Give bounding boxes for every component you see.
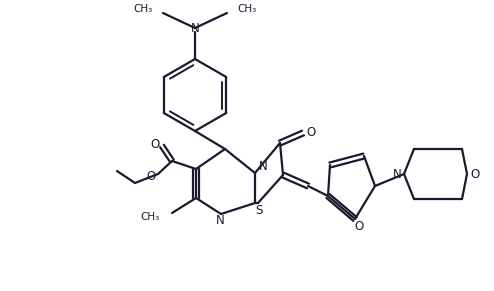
Text: O: O (354, 221, 364, 233)
Text: O: O (146, 169, 156, 182)
Text: CH₃: CH₃ (141, 212, 160, 222)
Text: N: N (191, 22, 200, 35)
Text: N: N (259, 161, 267, 173)
Text: S: S (255, 205, 263, 217)
Text: N: N (215, 214, 224, 228)
Text: O: O (470, 168, 480, 180)
Text: O: O (306, 127, 316, 139)
Text: CH₃: CH₃ (134, 4, 153, 14)
Text: CH₃: CH₃ (237, 4, 256, 14)
Text: N: N (393, 168, 402, 180)
Text: O: O (150, 138, 160, 150)
